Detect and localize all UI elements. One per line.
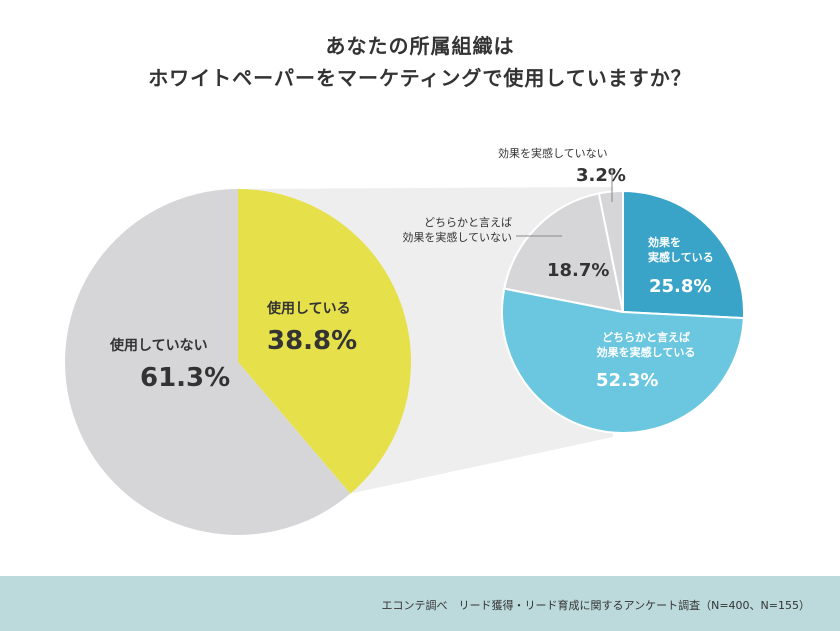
main-slice-label-used: 使用している bbox=[266, 300, 351, 317]
pie-charts: 使用している 38.8% 使用していない 61.3% 効果を実感している 25.8% どちら… bbox=[64, 146, 745, 535]
main-slice-value-used: 38.8% bbox=[267, 326, 357, 356]
sub-label-somewhat-effective-line2: 効果を実感している bbox=[597, 345, 696, 359]
sub-label-somewhat-not-effective-line2: 効果を実感していない bbox=[402, 230, 512, 244]
sub-label-effective-line1: 効果を bbox=[648, 235, 681, 249]
sub-value-effective: 25.8% bbox=[649, 276, 711, 297]
sub-label-effective-line2: 実感している bbox=[648, 250, 714, 264]
sub-label-not-effective: 効果を実感していない bbox=[498, 146, 608, 160]
sub-pie-slice-2 bbox=[501, 287, 745, 434]
sub-pie-slice-4 bbox=[597, 189, 624, 313]
sub-pie-slice-3 bbox=[503, 192, 625, 314]
sub-pie-slice-1 bbox=[622, 189, 745, 320]
main-pie-slice-2 bbox=[64, 189, 351, 535]
footer-source: エコンテ調べ リード獲得・リード育成に関するアンケート調査（N=400、N=15… bbox=[381, 599, 810, 612]
sub-value-somewhat-effective: 52.3% bbox=[596, 370, 658, 391]
main-pie-slice-1 bbox=[238, 189, 411, 494]
sub-label-somewhat-not-effective-line1: どちらかと言えば bbox=[424, 216, 512, 229]
chart-title-line2: ホワイトペーパーをマーケティングで使用していますか？ bbox=[148, 66, 692, 90]
sub-value-somewhat-not-effective: 18.7% bbox=[547, 260, 609, 281]
chart-title-line1: あなたの所属組織は bbox=[325, 34, 515, 58]
main-slice-value-not-used: 61.3% bbox=[140, 363, 230, 393]
footer-bar: エコンテ調べ リード獲得・リード育成に関するアンケート調査（N=400、N=15… bbox=[0, 576, 840, 631]
sub-label-somewhat-effective-line1: どちらかと言えば bbox=[602, 330, 690, 344]
main-slice-label-not-used: 使用していない bbox=[109, 337, 208, 354]
sub-value-not-effective: 3.2% bbox=[576, 165, 626, 186]
